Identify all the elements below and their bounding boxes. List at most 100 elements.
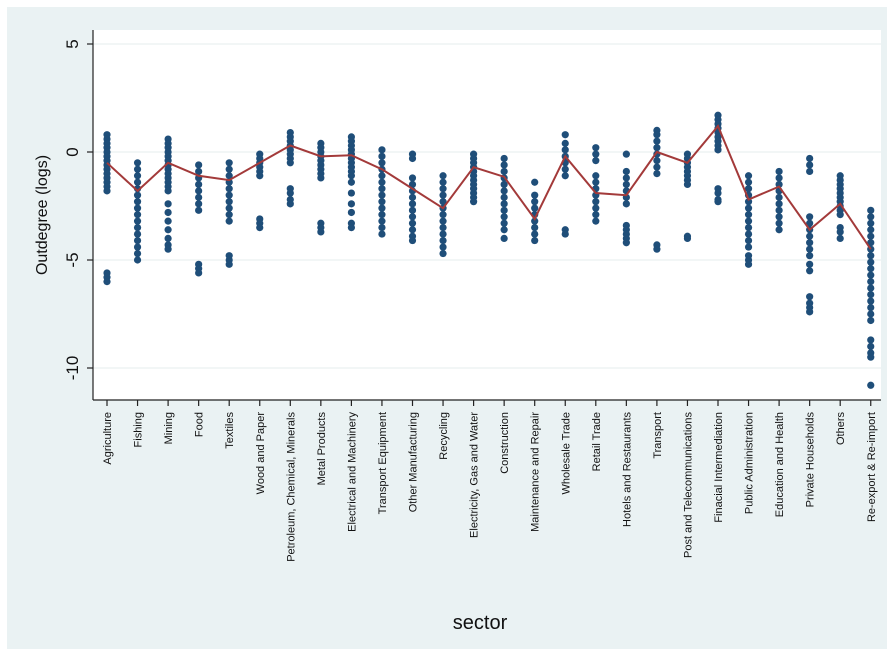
data-point: [531, 230, 539, 238]
data-point: [378, 191, 386, 199]
data-point: [531, 198, 539, 206]
data-point: [500, 213, 508, 221]
data-point: [439, 172, 447, 180]
data-point: [622, 167, 630, 176]
data-point: [500, 200, 508, 208]
data-point: [133, 198, 142, 206]
y-tick-label: 0: [63, 147, 82, 156]
data-point: [439, 224, 447, 232]
x-tick-label: Fishing: [133, 412, 145, 447]
data-point: [775, 219, 783, 227]
data-point: [561, 139, 569, 147]
data-point: [867, 297, 875, 305]
data-point: [714, 189, 722, 197]
data-point: [653, 170, 661, 178]
data-point: [439, 243, 447, 251]
data-point: [806, 167, 814, 176]
data-point: [378, 217, 386, 225]
data-point: [500, 154, 508, 163]
data-point: [775, 180, 783, 188]
y-axis-ticks: 5 0 -5 -10: [63, 39, 93, 380]
data-point: [103, 187, 111, 195]
scatter-chart: 5 0 -5 -10 Agriculture Fishing Mining Food Text…: [34, 30, 881, 634]
data-point: [653, 163, 661, 171]
data-point: [714, 198, 722, 206]
data-point: [744, 172, 753, 180]
data-point: [500, 161, 508, 169]
x-tick-label: Textiles: [224, 412, 236, 449]
data-point: [408, 174, 417, 182]
data-point: [317, 174, 325, 182]
data-point: [225, 172, 233, 180]
data-point: [378, 185, 386, 193]
data-point: [592, 150, 600, 158]
data-point: [867, 213, 875, 221]
data-point: [408, 219, 417, 227]
data-point: [133, 256, 142, 264]
data-point: [806, 219, 814, 227]
data-point: [225, 185, 233, 193]
data-point: [775, 213, 783, 221]
data-point: [806, 293, 814, 301]
data-point: [133, 172, 142, 180]
x-tick-label: Public Administration: [744, 412, 756, 514]
y-axis-title: Outdegree (logs): [34, 155, 51, 275]
data-point: [806, 239, 814, 247]
data-point: [867, 232, 875, 240]
x-tick-label: Agriculture: [102, 412, 114, 465]
data-point: [225, 198, 233, 206]
data-point: [561, 165, 569, 173]
data-point: [103, 278, 111, 286]
data-point: [408, 193, 417, 201]
x-tick-label: Others: [835, 412, 847, 446]
data-point: [867, 271, 875, 279]
data-point: [195, 200, 203, 208]
data-point: [683, 234, 692, 242]
data-point: [867, 284, 875, 292]
data-point: [378, 230, 386, 238]
data-point: [806, 267, 814, 275]
x-tick-label: Mining: [163, 412, 175, 444]
data-point: [225, 211, 233, 219]
data-point: [164, 226, 172, 234]
data-point: [347, 224, 355, 232]
data-point: [836, 228, 844, 236]
data-point: [500, 234, 508, 242]
x-tick-label: Post and Telecommunications: [682, 412, 694, 558]
data-point: [806, 154, 814, 163]
data-point: [531, 204, 539, 212]
data-point: [744, 260, 753, 268]
data-point: [592, 172, 600, 180]
x-tick-label: Other Manufacturing: [408, 412, 420, 512]
data-point: [439, 185, 447, 193]
data-point: [195, 187, 203, 195]
data-point: [775, 174, 783, 182]
data-point: [500, 226, 508, 234]
data-point: [195, 206, 203, 214]
data-point: [347, 172, 355, 180]
data-point: [225, 165, 233, 173]
data-point: [531, 178, 539, 186]
data-point: [806, 252, 814, 260]
data-point: [408, 236, 417, 245]
data-point: [439, 191, 447, 199]
data-point: [592, 204, 600, 212]
data-point: [867, 265, 875, 273]
data-point: [347, 178, 355, 186]
x-tick-label: Hotels and Restaurants: [621, 412, 633, 527]
data-point: [164, 187, 172, 195]
data-point: [133, 249, 142, 258]
data-point: [531, 236, 539, 245]
data-point: [286, 189, 294, 197]
data-point: [439, 178, 447, 186]
data-point: [225, 217, 233, 225]
data-point: [195, 193, 203, 201]
data-point: [164, 217, 172, 225]
data-point: [867, 336, 875, 344]
x-tick-label: Petroleum, Chemical, Minerals: [285, 412, 297, 562]
data-point: [867, 252, 875, 260]
data-point: [836, 211, 844, 219]
data-point: [622, 200, 630, 208]
data-point: [775, 206, 783, 214]
data-point: [408, 180, 417, 188]
